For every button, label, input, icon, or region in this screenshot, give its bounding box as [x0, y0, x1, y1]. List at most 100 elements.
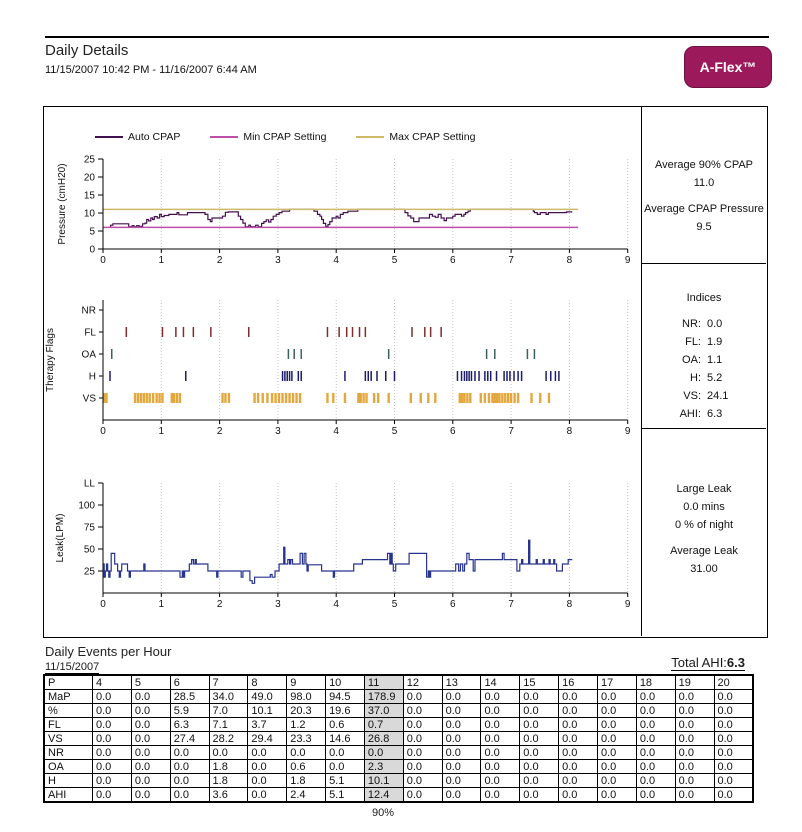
svg-text:10: 10 — [84, 209, 96, 220]
svg-text:2: 2 — [217, 599, 223, 610]
svg-text:NR: NR — [82, 306, 96, 317]
table-header-cell: 11 — [363, 674, 404, 690]
table-cell: 0.0 — [441, 773, 482, 788]
table-cell: 0.0 — [169, 745, 210, 760]
table-cell: 3.7 — [247, 717, 288, 732]
table-header-cell: 19 — [674, 674, 715, 690]
table-cell: 0.0 — [247, 787, 288, 803]
header-rule — [45, 36, 769, 38]
table-cell: 28.5 — [169, 689, 210, 704]
table-cell: 0.0 — [441, 745, 482, 760]
svg-text:FL: FL — [84, 328, 96, 339]
frame-divider — [641, 106, 642, 636]
table-cell: 0.0 — [519, 787, 560, 803]
table-cell: 0.0 — [635, 787, 676, 803]
table-cell: 178.9 — [363, 689, 404, 704]
table-header-cell: 10 — [325, 674, 365, 690]
svg-text:7: 7 — [508, 599, 514, 610]
table-cell: 0.0 — [169, 787, 210, 803]
series-line — [103, 539, 573, 584]
row-label-%: % — [43, 703, 93, 718]
max-cpap-line-swatch — [356, 136, 385, 138]
table-cell: 0.0 — [92, 689, 132, 704]
leak-chart: 25 50 75 100 LL 0 1 2 3 4 5 6 7 8 9 Leak(LPM) — [55, 479, 631, 611]
table-cell: 0.0 — [674, 787, 715, 803]
table-cell: 0.0 — [635, 689, 676, 704]
svg-text:5: 5 — [392, 255, 398, 265]
index-oa: OA: 1.1 — [682, 354, 723, 366]
table-cell: 0.0 — [713, 717, 754, 732]
svg-text:8: 8 — [567, 599, 573, 610]
row-label-MaP: MaP — [43, 689, 93, 704]
svg-text:VS: VS — [83, 394, 97, 405]
table-cell: 0.0 — [247, 773, 288, 788]
table-cell: 0.0 — [596, 717, 637, 732]
svg-text:2: 2 — [217, 255, 223, 265]
table-cell: 0.0 — [480, 745, 521, 760]
svg-text:20: 20 — [84, 173, 96, 184]
svg-text:9: 9 — [625, 599, 631, 610]
avg-cpap-pressure-value: 9.5 — [696, 221, 712, 233]
table-cell: 0.0 — [558, 703, 598, 718]
total-ahi-value: 6.3 — [726, 655, 745, 670]
svg-text:15: 15 — [84, 191, 96, 202]
table-cell: 0.0 — [635, 745, 676, 760]
table-cell: 0.0 — [92, 745, 132, 760]
table-cell: 0.0 — [674, 759, 715, 774]
flag-row-OA — [110, 349, 536, 359]
table-cell: 0.0 — [519, 717, 560, 732]
row-label-NR: NR — [43, 745, 93, 760]
y-axis: 0 5 10 15 20 25 — [84, 155, 104, 256]
svg-text:H: H — [89, 372, 96, 383]
events-table-title: Daily Events per Hour — [45, 644, 172, 659]
avg-cpap-pressure-label: Average CPAP Pressure — [644, 203, 764, 215]
svg-text:6: 6 — [450, 599, 456, 610]
table-header-cell: 5 — [130, 674, 171, 690]
table-cell: 1.8 — [208, 773, 249, 788]
table-cell: 0.0 — [402, 717, 443, 732]
table-cell: 0.0 — [402, 731, 443, 746]
svg-text:9: 9 — [625, 255, 631, 265]
table-cell: 0.0 — [674, 689, 715, 704]
svg-text:75: 75 — [84, 523, 96, 534]
table-cell: 0.0 — [130, 703, 171, 718]
table-cell: 28.2 — [208, 731, 249, 746]
table-cell: 0.0 — [596, 703, 637, 718]
table-cell: 29.4 — [247, 731, 288, 746]
table-cell: 0.0 — [247, 759, 288, 774]
svg-text:9: 9 — [625, 426, 631, 437]
table-cell: 0.0 — [519, 703, 560, 718]
min-cpap-line-swatch — [210, 136, 239, 138]
x-axis: 0 1 2 3 4 5 6 7 8 9 — [100, 419, 631, 437]
table-cell: 2.4 — [286, 787, 327, 803]
svg-text:8: 8 — [567, 426, 573, 437]
svg-text:4: 4 — [333, 599, 339, 610]
svg-text:3: 3 — [275, 426, 281, 437]
table-cell: 20.3 — [286, 703, 327, 718]
table-cell: 0.0 — [92, 703, 132, 718]
table-cell: 0.6 — [325, 717, 365, 732]
table-cell: 0.0 — [480, 773, 521, 788]
events-table: P 4 5 6 7 8 9 10 11 12 13 14 15 16 17 18 19 20 MaP 0.0 0.0 28… — [43, 674, 754, 803]
legend-item-auto-cpap: Auto CPAP — [95, 131, 180, 143]
indices-title: Indices — [686, 292, 722, 304]
sidebar-divider-1 — [642, 263, 766, 264]
flag-row-FL — [125, 327, 442, 337]
pressure-chart: 0 5 10 15 20 25 0 1 2 3 4 5 6 7 8 9 Pressure (cmH20) — [57, 155, 631, 266]
legend-item-max-cpap: Max CPAP Setting — [356, 131, 475, 143]
aflex-badge-label: A-Flex™ — [699, 59, 757, 75]
table-cell: 0.0 — [130, 717, 171, 732]
sidebar-divider-2 — [642, 428, 766, 429]
table-cell: 5.1 — [325, 773, 365, 788]
table-header-cell: 8 — [247, 674, 288, 690]
table-cell: 0.0 — [713, 773, 754, 788]
table-cell: 0.0 — [635, 731, 676, 746]
table-cell: 0.0 — [713, 689, 754, 704]
table-cell: 0.0 — [480, 759, 521, 774]
table-cell: 2.3 — [363, 759, 404, 774]
total-ahi: Total AHI:6.3 — [671, 655, 745, 671]
table-cell: 0.0 — [713, 787, 754, 803]
legend-label: Min CPAP Setting — [243, 131, 327, 143]
table-cell: 0.0 — [286, 745, 327, 760]
table-header-cell: 14 — [480, 674, 521, 690]
